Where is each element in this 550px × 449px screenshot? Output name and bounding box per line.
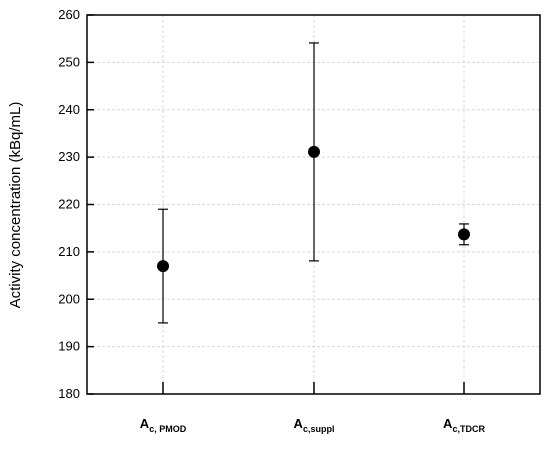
y-tick-label: 190: [58, 339, 80, 354]
point: [157, 260, 169, 273]
x-tick-main: A: [294, 416, 304, 431]
x-tick-sub: c,TDCR: [452, 424, 485, 434]
x-tick-label: Ac,TDCR: [443, 416, 485, 434]
point: [308, 145, 320, 158]
y-tick-label: 260: [58, 7, 80, 22]
x-tick-sub: c,suppl: [303, 424, 335, 434]
y-tick-label: 200: [58, 291, 80, 306]
y-tick-label: 220: [58, 197, 80, 212]
x-tick-main: A: [140, 416, 150, 431]
y-tick-label: 210: [58, 244, 80, 259]
x-tick-label: Ac, PMOD: [140, 416, 187, 434]
x-tick-label: Ac,suppl: [294, 416, 335, 434]
point: [458, 228, 470, 241]
x-tick-main: A: [443, 416, 453, 431]
y-tick-label: 250: [58, 54, 80, 69]
y-tick-label: 240: [58, 102, 80, 117]
y-axis-label: Activity concentration (kBq/mL): [7, 102, 24, 309]
x-tick-sub: c, PMOD: [149, 424, 187, 434]
y-tick-label: 230: [58, 149, 80, 164]
y-tick-label: 180: [58, 386, 80, 401]
